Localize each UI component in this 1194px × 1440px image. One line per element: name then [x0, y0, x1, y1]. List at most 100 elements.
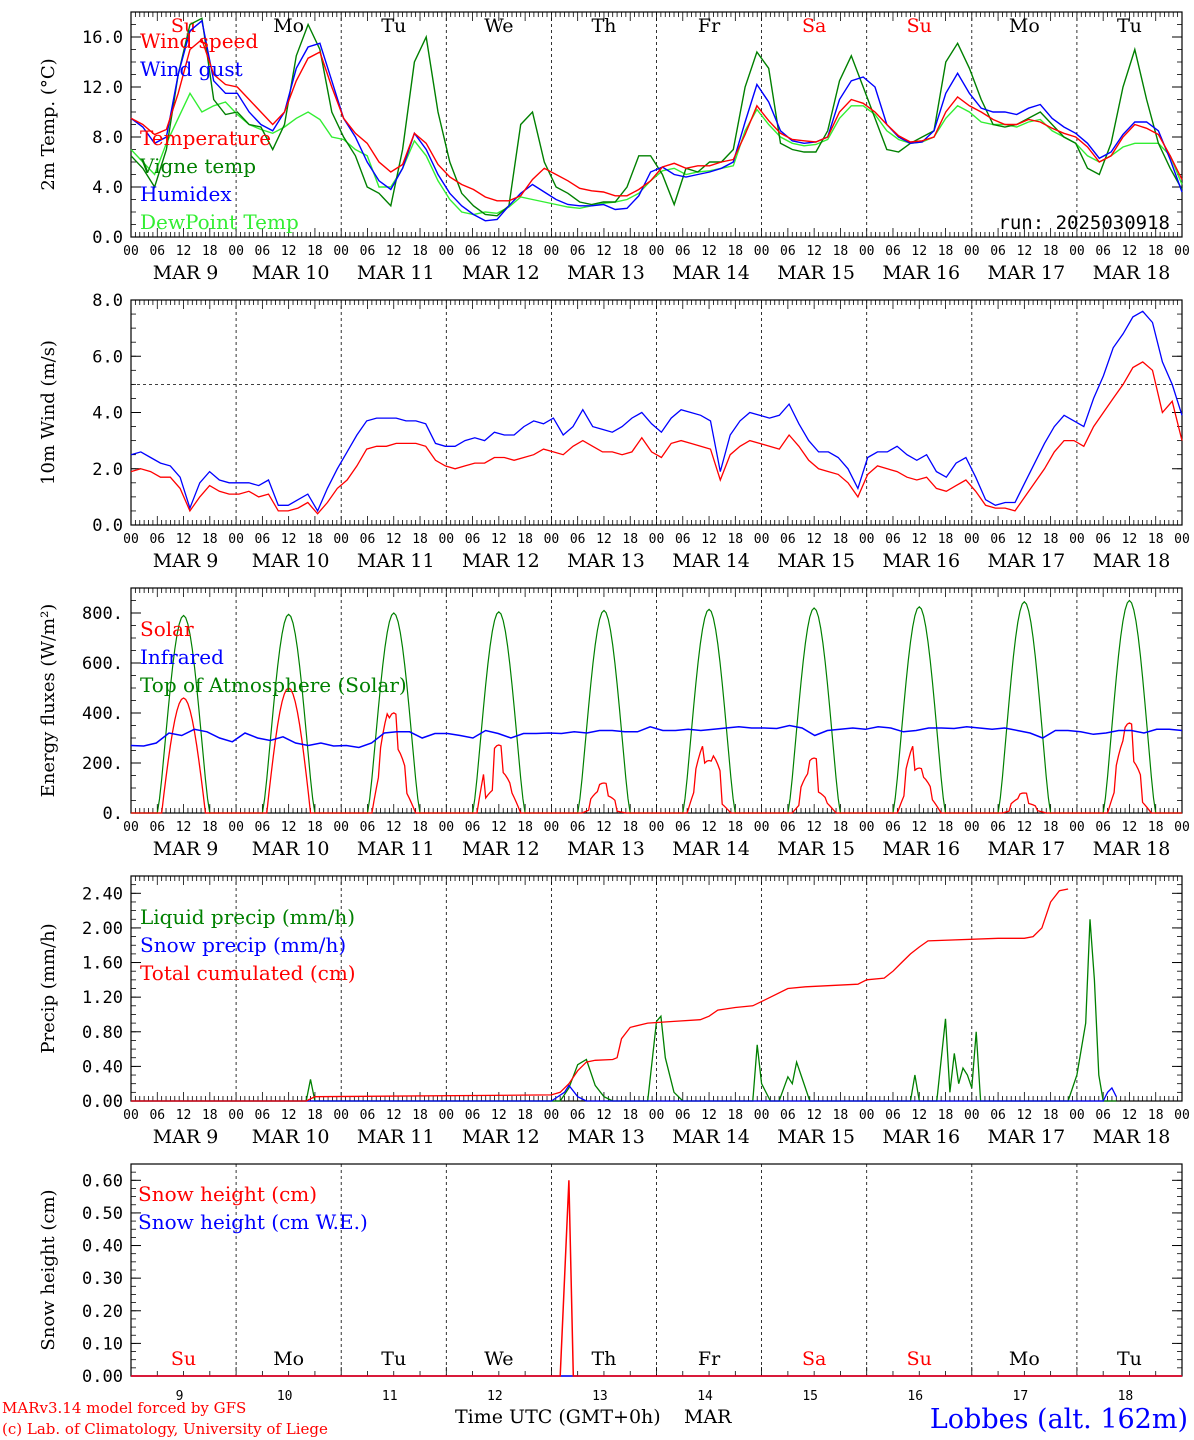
weekday-label: Mo: [1009, 1348, 1040, 1370]
hour-label: 06: [149, 820, 165, 835]
hour-label: 18: [833, 244, 849, 259]
hour-label: 12: [386, 532, 402, 547]
hour-label: 00: [333, 820, 349, 835]
date-label: MAR 13: [567, 838, 645, 860]
series-line-snow-precip-mm-h-: [131, 1084, 1117, 1102]
hour-label: 00: [964, 820, 980, 835]
date-label: MAR 18: [1093, 550, 1171, 572]
series-line-solar: [131, 687, 1182, 814]
date-label: MAR 12: [462, 550, 540, 572]
hour-label: 18: [622, 820, 638, 835]
hour-label: 12: [1122, 244, 1138, 259]
panel-frame: [130, 587, 1183, 814]
weekday-label: Sa: [802, 15, 826, 37]
hour-label: 00: [544, 1108, 560, 1123]
hour-label: 00: [1174, 244, 1190, 259]
y-tick-label: 8.0: [92, 291, 123, 311]
hour-label: 18: [307, 244, 323, 259]
hour-label: 18: [1148, 820, 1164, 835]
hour-label: 06: [570, 1108, 586, 1123]
hour-label: 18: [202, 532, 218, 547]
hour-label: 06: [570, 244, 586, 259]
hour-label: 00: [333, 1108, 349, 1123]
weekday-label: Su: [907, 15, 932, 37]
day-number-label: 16: [907, 1389, 923, 1404]
legend-item: Top of Atmosphere (Solar): [140, 673, 407, 697]
hour-label: 12: [176, 532, 192, 547]
hour-label: 18: [307, 1108, 323, 1123]
y-tick-label: 12.0: [82, 78, 123, 98]
hour-label: 18: [727, 820, 743, 835]
date-label: MAR 12: [462, 1126, 540, 1148]
hour-label: 00: [123, 244, 139, 259]
lab-credit: (c) Lab. of Climatology, University of L…: [2, 1420, 328, 1438]
hour-label: 06: [360, 244, 376, 259]
hour-label: 06: [465, 532, 481, 547]
hour-label: 00: [649, 244, 665, 259]
hour-label: 06: [465, 1108, 481, 1123]
y-axis-label: 10m Wind (m/s): [38, 340, 59, 485]
y-tick-label: 2.0: [92, 460, 123, 480]
date-label: MAR 15: [777, 838, 855, 860]
hour-label: 06: [360, 820, 376, 835]
date-label: MAR 13: [567, 262, 645, 284]
footer: MARv3.14 model forced by GFS (c) Lab. of …: [2, 1399, 1188, 1438]
hour-label: 00: [1069, 244, 1085, 259]
legend-item: Vigne temp: [139, 154, 256, 178]
hour-label: 18: [307, 532, 323, 547]
hour-label: 12: [1122, 1108, 1138, 1123]
y-tick-label: 0.10: [82, 1334, 123, 1354]
hour-label: 00: [859, 1108, 875, 1123]
date-label: MAR 16: [882, 838, 960, 860]
hour-label: 18: [412, 244, 428, 259]
panel-frame: [130, 299, 1183, 526]
date-label: MAR 14: [672, 262, 750, 284]
hour-label: 18: [938, 1108, 954, 1123]
hour-label: 06: [255, 1108, 271, 1123]
hour-label: 00: [859, 244, 875, 259]
y-tick-label: 0.50: [82, 1204, 123, 1224]
hour-label: 18: [727, 244, 743, 259]
time-axis-label: Time UTC (GMT+0h): [455, 1406, 661, 1428]
y-tick-label: 0.0: [92, 228, 123, 248]
hour-label: 18: [517, 1108, 533, 1123]
hour-label: 06: [675, 532, 691, 547]
date-label: MAR 13: [567, 550, 645, 572]
hour-label: 00: [1174, 820, 1190, 835]
hour-label: 06: [990, 1108, 1006, 1123]
hour-label: 12: [491, 532, 507, 547]
date-label: MAR 9: [153, 838, 219, 860]
hour-label: 06: [1095, 820, 1111, 835]
hour-label: 06: [360, 532, 376, 547]
y-tick-label: 0.30: [82, 1269, 123, 1289]
date-label: MAR 17: [987, 262, 1065, 284]
hour-label: 12: [911, 820, 927, 835]
hour-label: 06: [990, 820, 1006, 835]
day-number-label: 11: [382, 1389, 398, 1404]
hour-label: 00: [649, 1108, 665, 1123]
day-number-label: 17: [1013, 1389, 1029, 1404]
y-tick-label: 1.60: [82, 954, 123, 974]
hour-label: 18: [202, 820, 218, 835]
date-label: MAR 11: [357, 262, 435, 284]
hour-label: 00: [964, 532, 980, 547]
hour-label: 12: [386, 1108, 402, 1123]
hour-label: 12: [806, 244, 822, 259]
date-label: MAR 16: [882, 550, 960, 572]
weekday-label: Tu: [381, 1348, 406, 1370]
hour-label: 00: [544, 820, 560, 835]
hour-label: 06: [780, 244, 796, 259]
series-line-wind-gust: [130, 310, 1183, 513]
hour-label: 12: [1017, 820, 1033, 835]
hour-label: 06: [1095, 1108, 1111, 1123]
date-label: MAR 16: [882, 262, 960, 284]
y-axis-label: 2m Temp. (°C): [38, 58, 59, 190]
hour-label: 12: [806, 820, 822, 835]
date-label: MAR 15: [777, 262, 855, 284]
legend-item: Humidex: [140, 182, 232, 206]
y-tick-label: 6.0: [92, 347, 123, 367]
date-label: MAR 15: [777, 1126, 855, 1148]
hour-label: 18: [1043, 820, 1059, 835]
date-label: MAR 12: [462, 262, 540, 284]
weekday-label: Fr: [698, 1348, 721, 1370]
